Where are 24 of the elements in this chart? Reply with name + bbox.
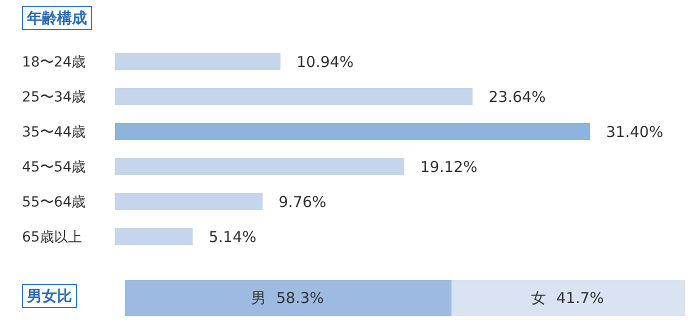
bar bbox=[115, 228, 193, 245]
data-label: 58.3% bbox=[276, 289, 324, 307]
y-tick-label: 65歳以上 bbox=[22, 230, 82, 246]
series-label: 男 bbox=[251, 289, 266, 307]
bar bbox=[115, 53, 280, 70]
bar bbox=[115, 88, 473, 105]
data-label: 5.14% bbox=[208, 228, 256, 246]
data-label: 9.76% bbox=[278, 192, 326, 211]
y-tick-label: 25〜34歳 bbox=[22, 90, 86, 106]
data-label: 19.12% bbox=[420, 158, 478, 176]
chart-title: 年齢構成 bbox=[22, 6, 92, 30]
y-tick-label: 18〜24歳 bbox=[22, 54, 86, 70]
y-tick-label: 45〜54歳 bbox=[22, 160, 86, 176]
text: 男女比 bbox=[22, 284, 77, 308]
data-label: 31.40% bbox=[606, 122, 664, 141]
bar bbox=[115, 193, 263, 210]
bar bbox=[115, 158, 404, 175]
y-tick-label: 55〜64歳 bbox=[22, 194, 86, 210]
data-label: 23.64% bbox=[488, 88, 546, 106]
data-label: 41.7% bbox=[556, 289, 604, 307]
data-label: 10.94% bbox=[296, 52, 354, 71]
bar bbox=[115, 123, 590, 140]
series-label: 女 bbox=[531, 289, 546, 307]
y-tick-label: 35〜44歳 bbox=[22, 124, 86, 140]
